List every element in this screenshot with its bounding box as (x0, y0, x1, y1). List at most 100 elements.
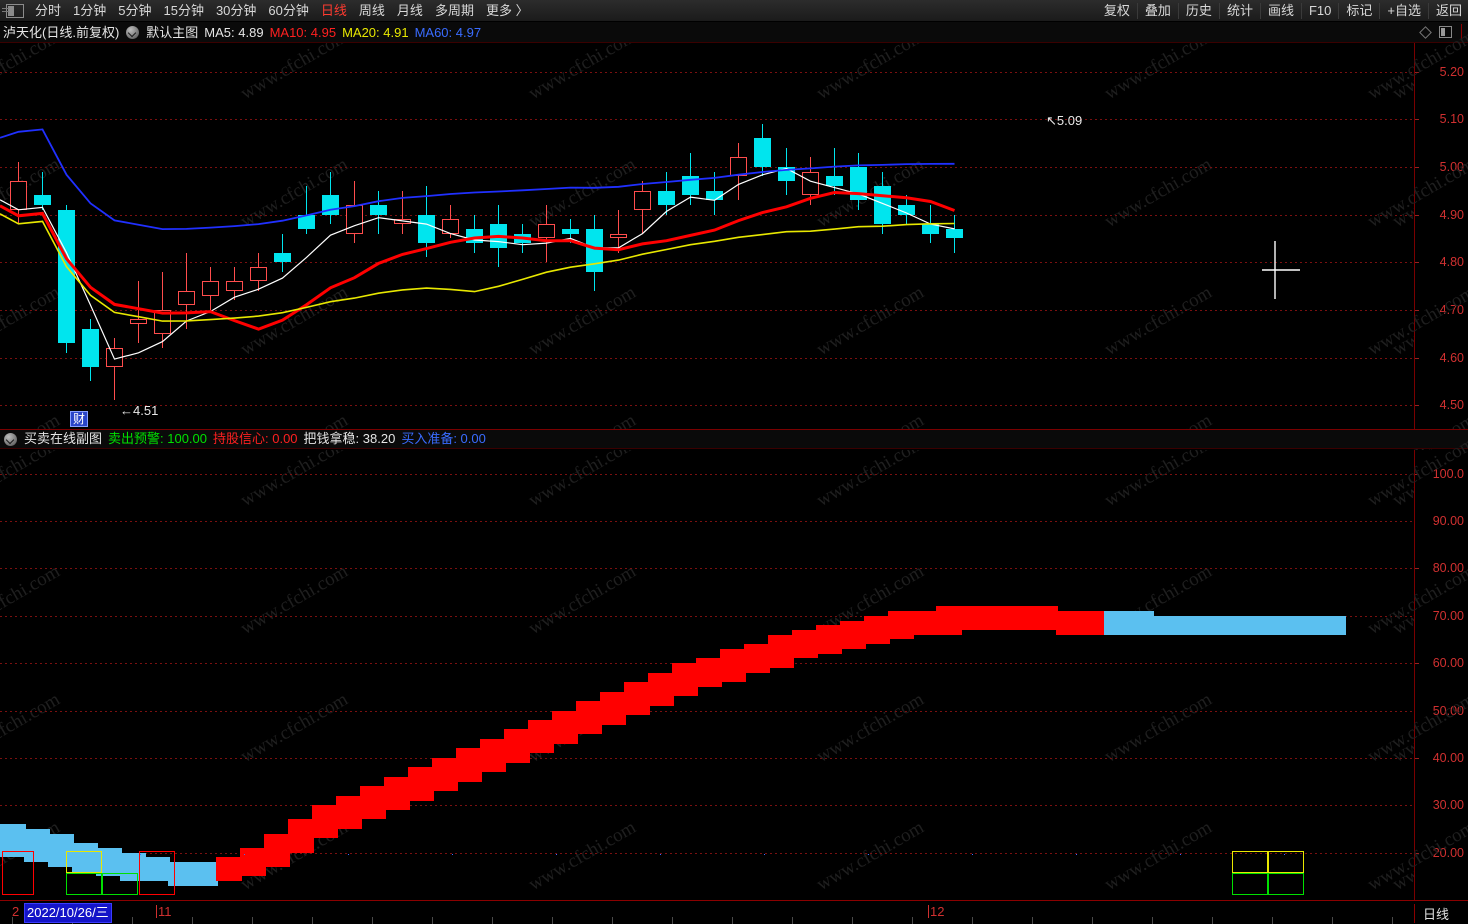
axis-tick (1415, 215, 1419, 216)
candle-body (34, 195, 51, 205)
news-tag[interactable]: 财 (70, 411, 89, 427)
axis-tick (1415, 167, 1419, 168)
toolbar-button-7[interactable]: +自选 (1387, 2, 1421, 18)
indicator-axis[interactable]: 100.0 90.00 80.00 70.00 60.00 50.00 40.00 30.00… (1364, 433, 1468, 900)
signal-box[interactable] (139, 851, 175, 895)
header-divider (1461, 24, 1462, 40)
candlestick (898, 195, 915, 224)
period-tab-6[interactable]: 日线 (320, 2, 347, 18)
period-tab-0[interactable]: 分时 (35, 2, 62, 18)
ma20-line (0, 213, 955, 322)
period-tab-7[interactable]: 周线 (358, 2, 385, 18)
ribbon-bar (336, 796, 362, 829)
diamond-icon[interactable] (1419, 25, 1432, 39)
period-tab-3[interactable]: 15分钟 (163, 2, 204, 18)
signal-box[interactable] (102, 873, 138, 895)
stock-title[interactable]: 泸天化(日线.前复权) (3, 24, 120, 40)
ribbon-bar (96, 848, 122, 876)
ma60-line (0, 128, 955, 231)
toolbar-button-4[interactable]: 画线 (1267, 2, 1294, 18)
candlestick (850, 153, 867, 210)
watermark: www.cfchi.com (0, 688, 64, 768)
chevron-down-circle-icon[interactable] (126, 25, 140, 39)
gridline (0, 521, 1414, 522)
ribbon-bar (984, 606, 1010, 630)
signal-box[interactable] (1268, 851, 1304, 873)
candle-wick (138, 281, 139, 343)
sub-readout-3: 买入准备: 0.00 (401, 431, 486, 446)
gridline (0, 568, 1414, 569)
axis-tick (1415, 310, 1419, 311)
window-icon[interactable] (2, 3, 24, 18)
gridline (0, 853, 1414, 854)
toolbar-button-0[interactable]: 复权 (1103, 2, 1130, 18)
high-price-marker: ↖5.09 (1046, 113, 1083, 128)
indicator-tick-label: 100.0 (1432, 467, 1464, 481)
panel-toggle-icon[interactable] (1439, 26, 1452, 38)
toolbar-divider (1218, 2, 1220, 19)
signal-box[interactable] (1232, 851, 1268, 873)
indicator-tick-label: 80.00 (1432, 561, 1464, 575)
ribbon-bar (1224, 616, 1250, 635)
candlestick (586, 215, 603, 291)
ribbon-bar (456, 748, 482, 782)
ribbon-bar (168, 862, 194, 886)
signal-dot (244, 854, 245, 855)
candlestick (154, 272, 171, 348)
candlestick (538, 205, 555, 262)
price-chart-pane[interactable]: www.cfchi.com www.cfchi.com www.cfchi.com w… (0, 43, 1414, 429)
candle-body (226, 281, 243, 291)
indicator-tick-label: 60.00 (1432, 656, 1464, 670)
period-tab-2[interactable]: 5分钟 (118, 2, 152, 18)
period-toolbar: 分时 1分钟 5分钟 15分钟 30分钟 60分钟 日线 周线 月线 多周期 更多 〉 复权 叠加 历史… (0, 0, 1468, 22)
period-tab-5[interactable]: 60分钟 (268, 2, 309, 18)
sub-indicator-name[interactable]: 买卖在线副图 (24, 431, 103, 446)
candlestick (298, 186, 315, 234)
period-tab-9[interactable]: 多周期 (434, 2, 474, 18)
toolbar-button-2[interactable]: 历史 (1185, 2, 1212, 18)
signal-box[interactable] (1268, 873, 1304, 895)
indicator-chart-pane[interactable]: www.cfchi.com www.cfchi.com www.cfchi.com w… (0, 450, 1414, 900)
date-axis[interactable]: 2 11 12 2022/10/26/三 日线 (0, 900, 1468, 924)
chevron-down-circle-icon[interactable] (4, 432, 17, 446)
toolbar-divider (1427, 2, 1429, 19)
candle-body (658, 191, 675, 205)
period-tab-8[interactable]: 月线 (396, 2, 423, 18)
watermark: www.cfchi.com (237, 688, 352, 768)
date-tick (12, 917, 13, 924)
main-indicator-name[interactable]: 默认主图 (146, 24, 199, 40)
toolbar-button-1[interactable]: 叠加 (1144, 2, 1171, 18)
candle-wick (618, 210, 619, 253)
watermark: www.cfchi.com (1101, 450, 1216, 512)
watermark: www.cfchi.com (1101, 688, 1216, 768)
selected-date-label[interactable]: 2022/10/26/三 (24, 903, 112, 923)
gridline (0, 119, 1414, 120)
price-tick-label: 4.80 (1439, 255, 1464, 269)
period-tab-10[interactable]: 更多 〉 (485, 2, 529, 18)
watermark: www.cfchi.com (1389, 816, 1414, 896)
candlestick (178, 253, 195, 329)
toolbar-button-6[interactable]: 标记 (1346, 2, 1373, 18)
gridline (0, 711, 1414, 712)
candle-wick (306, 186, 307, 234)
signal-box[interactable] (66, 851, 102, 873)
indicator-tick-label: 30.00 (1432, 798, 1464, 812)
low-price-marker: ←4.51 (120, 403, 159, 418)
candle-body (922, 224, 939, 234)
toolbar-button-3[interactable]: 统计 (1226, 2, 1253, 18)
watermark: www.cfchi.com (237, 450, 352, 512)
toolbar-divider (1136, 2, 1138, 19)
signal-box[interactable] (66, 873, 102, 895)
signal-box[interactable] (2, 851, 34, 895)
ribbon-bar (720, 649, 746, 682)
period-tab-4[interactable]: 30分钟 (215, 2, 257, 18)
watermark: www.cfchi.com (525, 560, 640, 640)
period-tab-1[interactable]: 1分钟 (73, 2, 107, 18)
period-toolbar-left: 分时 1分钟 5分钟 15分钟 30分钟 60分钟 日线 周线 月线 多周期 更多 〉 (0, 0, 535, 22)
toolbar-button-8[interactable]: 返回 (1435, 2, 1462, 18)
toolbar-button-5[interactable]: F10 (1308, 2, 1332, 18)
ribbon-bar (672, 663, 698, 696)
price-axis[interactable]: 5.20 5.10 5.00 4.90 4.80 4.70 4.60 4.50 www.cfch… (1364, 26, 1468, 488)
sub-readout-0: 卖出预警: 100.00 (108, 431, 208, 446)
signal-box[interactable] (1232, 873, 1268, 895)
